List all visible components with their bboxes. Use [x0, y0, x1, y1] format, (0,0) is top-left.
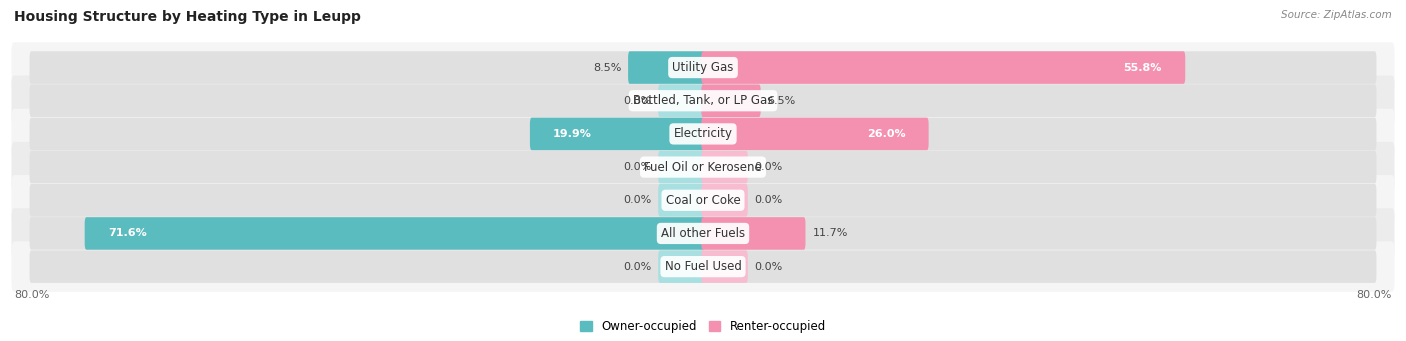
Text: 6.5%: 6.5%	[768, 96, 796, 106]
FancyBboxPatch shape	[702, 217, 806, 250]
FancyBboxPatch shape	[702, 184, 748, 217]
Text: 19.9%: 19.9%	[553, 129, 592, 139]
Text: 11.7%: 11.7%	[813, 228, 848, 238]
FancyBboxPatch shape	[30, 250, 1376, 283]
Text: 80.0%: 80.0%	[14, 290, 49, 300]
Text: 55.8%: 55.8%	[1123, 62, 1161, 73]
Text: Coal or Coke: Coal or Coke	[665, 194, 741, 207]
Text: Housing Structure by Heating Type in Leupp: Housing Structure by Heating Type in Leu…	[14, 10, 361, 24]
FancyBboxPatch shape	[30, 151, 1376, 183]
FancyBboxPatch shape	[11, 208, 1395, 259]
FancyBboxPatch shape	[30, 184, 1376, 217]
FancyBboxPatch shape	[30, 51, 1376, 84]
Text: 8.5%: 8.5%	[593, 62, 621, 73]
Legend: Owner-occupied, Renter-occupied: Owner-occupied, Renter-occupied	[575, 315, 831, 338]
Text: 0.0%: 0.0%	[623, 262, 651, 272]
FancyBboxPatch shape	[84, 217, 704, 250]
Text: 0.0%: 0.0%	[755, 195, 783, 205]
FancyBboxPatch shape	[11, 142, 1395, 192]
Text: All other Fuels: All other Fuels	[661, 227, 745, 240]
FancyBboxPatch shape	[11, 109, 1395, 159]
FancyBboxPatch shape	[30, 85, 1376, 117]
FancyBboxPatch shape	[702, 85, 761, 117]
Text: Fuel Oil or Kerosene: Fuel Oil or Kerosene	[644, 161, 762, 174]
FancyBboxPatch shape	[11, 75, 1395, 126]
Text: 26.0%: 26.0%	[866, 129, 905, 139]
FancyBboxPatch shape	[702, 51, 1185, 84]
Text: 80.0%: 80.0%	[1357, 290, 1392, 300]
FancyBboxPatch shape	[702, 250, 748, 283]
FancyBboxPatch shape	[11, 175, 1395, 225]
Text: Source: ZipAtlas.com: Source: ZipAtlas.com	[1281, 10, 1392, 20]
Text: 0.0%: 0.0%	[623, 162, 651, 172]
Text: 0.0%: 0.0%	[623, 96, 651, 106]
Text: No Fuel Used: No Fuel Used	[665, 260, 741, 273]
Text: 0.0%: 0.0%	[755, 262, 783, 272]
FancyBboxPatch shape	[702, 151, 748, 183]
FancyBboxPatch shape	[30, 217, 1376, 250]
FancyBboxPatch shape	[11, 42, 1395, 93]
FancyBboxPatch shape	[658, 250, 704, 283]
Text: Electricity: Electricity	[673, 128, 733, 140]
Text: 0.0%: 0.0%	[623, 195, 651, 205]
FancyBboxPatch shape	[30, 118, 1376, 150]
FancyBboxPatch shape	[628, 51, 704, 84]
FancyBboxPatch shape	[658, 85, 704, 117]
Text: Utility Gas: Utility Gas	[672, 61, 734, 74]
FancyBboxPatch shape	[530, 118, 704, 150]
FancyBboxPatch shape	[11, 241, 1395, 292]
FancyBboxPatch shape	[702, 118, 928, 150]
FancyBboxPatch shape	[658, 184, 704, 217]
Text: 0.0%: 0.0%	[755, 162, 783, 172]
FancyBboxPatch shape	[658, 151, 704, 183]
Text: 71.6%: 71.6%	[108, 228, 146, 238]
Text: Bottled, Tank, or LP Gas: Bottled, Tank, or LP Gas	[633, 94, 773, 107]
